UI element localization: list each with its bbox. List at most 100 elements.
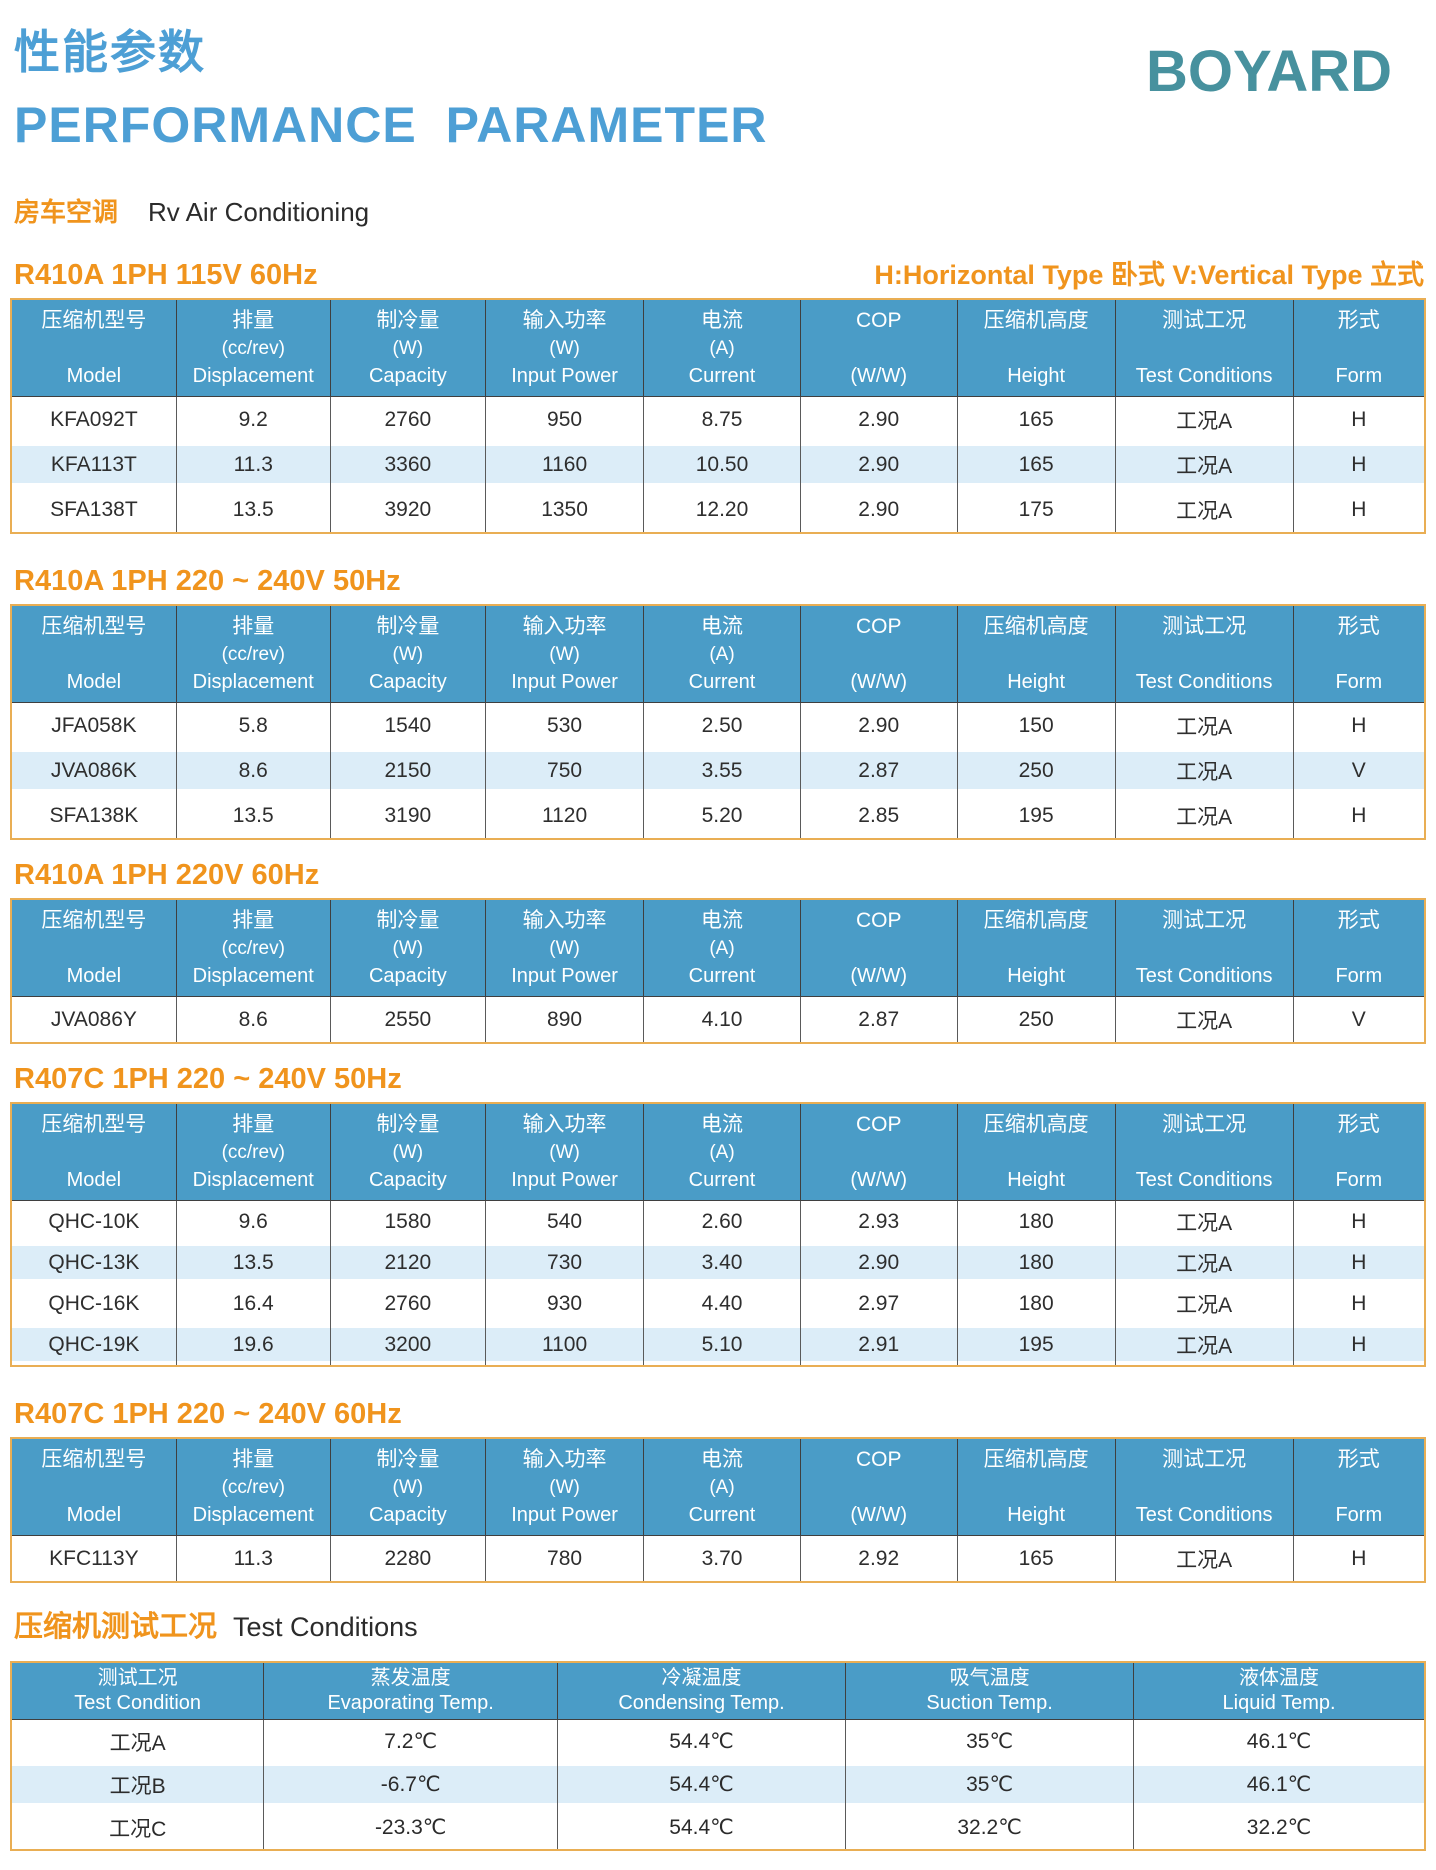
table-cell: 13.5: [175, 793, 330, 838]
header-label-en: Displacement: [192, 365, 314, 387]
table-cell: 3.40: [643, 1242, 800, 1283]
header-label-en: Test Conditions: [1135, 965, 1273, 987]
table-row: QHC-19K 19.6 3200 1100 5.10 2.91 195 工况A H: [12, 1324, 1424, 1365]
tc-header-label-cn: 吸气温度: [949, 1667, 1030, 1689]
header-label-en: Model: [66, 365, 122, 387]
table-cell: 1580: [329, 1201, 485, 1242]
perf-header-cell: 压缩机型号 Model: [12, 900, 176, 996]
perf-header-cell: 压缩机高度 Height: [956, 1104, 1115, 1200]
header-label-cn: 测试工况: [1162, 1448, 1247, 1471]
perf-header-cell: 压缩机型号 Model: [12, 1104, 176, 1200]
tc-row: 工况A 7.2℃ 54.4℃ 35℃ 46.1℃: [12, 1720, 1424, 1763]
table-cell: H: [1292, 793, 1424, 838]
perf-table-body: JVA086Y 8.6 2550 890 4.10 2.87 250 工况A V: [12, 997, 1424, 1042]
header-label-cn: COP: [855, 615, 902, 638]
header-label-en: Displacement: [192, 1169, 314, 1191]
header-unit: (A): [709, 644, 735, 665]
header-unit: (cc/rev): [221, 1142, 285, 1163]
section-title-row: R407C 1PH 220 ~ 240V 50Hz: [14, 1062, 1426, 1096]
tc-cell: 32.2℃: [845, 1806, 1133, 1849]
perf-header-cell: 压缩机高度 Height: [956, 300, 1115, 396]
header-unit: (cc/rev): [221, 938, 285, 959]
perf-header-cell: 形式 Form: [1292, 300, 1424, 396]
table-cell: QHC-19K: [12, 1324, 176, 1365]
subtitle-cn: 房车空调: [14, 197, 119, 227]
perf-table-body: QHC-10K 9.6 1580 540 2.60 2.93 180 工况A H QHC-13K 1…: [12, 1201, 1424, 1365]
table-cell: H: [1292, 442, 1424, 487]
header-label-cn: 电流: [701, 615, 743, 638]
performance-sections: R410A 1PH 115V 60Hz H:Horizontal Type 卧式 …: [10, 253, 1426, 1583]
section-title: R410A 1PH 115V 60Hz: [14, 259, 318, 291]
header-label-en: Form: [1335, 1169, 1383, 1191]
tc-header-label-cn: 冷凝温度: [661, 1667, 742, 1689]
header-label-cn: 排量: [232, 615, 275, 638]
table-cell: 13.5: [175, 487, 330, 532]
perf-header-cell: COP (W/W): [799, 900, 957, 996]
table-cell: 1100: [485, 1324, 644, 1365]
table-cell: 工况A: [1114, 703, 1293, 748]
perf-table: 压缩机型号 Model 排量 (cc/rev) Displacement 制冷量 (W) Ca…: [10, 298, 1426, 534]
table-cell: 165: [956, 442, 1115, 487]
header-label-cn: 电流: [701, 909, 743, 932]
header-unit: (A): [709, 1142, 735, 1163]
header-label-en: Height: [1007, 1169, 1066, 1191]
header-label-en: (W/W): [850, 965, 908, 987]
tc-row: 工况B -6.7℃ 54.4℃ 35℃ 46.1℃: [12, 1763, 1424, 1806]
perf-table-body: KFC113Y 11.3 2280 780 3.70 2.92 165 工况A H: [12, 1536, 1424, 1581]
header-unit: (A): [709, 938, 735, 959]
table-cell: 2.97: [799, 1283, 957, 1324]
table-cell: 2.93: [799, 1201, 957, 1242]
tc-cell: 工况B: [12, 1763, 264, 1806]
perf-header-cell: 压缩机型号 Model: [12, 606, 176, 702]
header-label-en: Model: [66, 1504, 122, 1526]
tc-header-row: 测试工况 Test Condition 蒸发温度 Evaporating Temp. 冷…: [12, 1663, 1424, 1720]
table-cell: 950: [485, 397, 643, 442]
tc-table-body: 工况A 7.2℃ 54.4℃ 35℃ 46.1℃ 工况B -6.7℃ 54.4℃ 35℃ 46.1…: [12, 1720, 1424, 1849]
header-label-en: Height: [1007, 1504, 1066, 1526]
perf-table: 压缩机型号 Model 排量 (cc/rev) Displacement 制冷量 (W) Ca…: [10, 604, 1426, 840]
header-unit: (W): [392, 644, 424, 665]
tc-heading-en: Test Conditions: [233, 1612, 418, 1642]
header-unit: (W): [392, 338, 424, 359]
table-cell: 175: [956, 487, 1115, 532]
table-cell: 8.6: [175, 997, 330, 1042]
perf-header-cell: 排量 (cc/rev) Displacement: [175, 1104, 330, 1200]
table-cell: 3920: [329, 487, 485, 532]
header-label-cn: 测试工况: [1162, 309, 1247, 332]
section-title-row: R410A 1PH 220V 60Hz: [14, 858, 1426, 892]
table-cell: 530: [485, 703, 643, 748]
table-cell: 3.70: [643, 1536, 800, 1581]
header-label-cn: 形式: [1337, 1448, 1380, 1471]
tc-cell: 54.4℃: [557, 1806, 845, 1849]
header-label-cn: COP: [855, 909, 902, 932]
table-cell: 890: [485, 997, 643, 1042]
table-cell: 2.50: [643, 703, 800, 748]
perf-header-cell: 排量 (cc/rev) Displacement: [175, 606, 330, 702]
perf-header-cell: 形式 Form: [1292, 606, 1424, 702]
table-cell: 工况A: [1114, 442, 1293, 487]
tc-header-label-en: Evaporating Temp.: [327, 1692, 494, 1714]
perf-section: R407C 1PH 220 ~ 240V 50Hz 压缩机型号 Model 排量 (cc…: [10, 1062, 1426, 1367]
perf-header-cell: 电流 (A) Current: [643, 1104, 800, 1200]
table-cell: H: [1292, 1201, 1424, 1242]
table-row: SFA138T 13.5 3920 1350 12.20 2.90 175 工况A H: [12, 487, 1424, 532]
header-label-en: Capacity: [368, 671, 447, 693]
perf-table: 压缩机型号 Model 排量 (cc/rev) Displacement 制冷量 (W) Ca…: [10, 898, 1426, 1044]
header-label-cn: 输入功率: [522, 615, 607, 638]
table-cell: 2.90: [799, 703, 957, 748]
subtitle-en: Rv Air Conditioning: [148, 197, 370, 227]
table-cell: 2.92: [799, 1536, 957, 1581]
subtitle-row: 房车空调 Rv Air Conditioning: [14, 192, 1426, 229]
section-title: R407C 1PH 220 ~ 240V 60Hz: [14, 1398, 402, 1430]
table-cell: 11.3: [175, 442, 330, 487]
tc-header-label-en: Liquid Temp.: [1222, 1692, 1336, 1714]
header-label-en: Test Conditions: [1135, 1169, 1273, 1191]
table-cell: 3360: [329, 442, 485, 487]
header-unit: (W): [549, 1142, 580, 1163]
perf-header-row: 压缩机型号 Model 排量 (cc/rev) Displacement 制冷量 (W) Ca…: [12, 606, 1424, 703]
table-cell: 2120: [329, 1242, 485, 1283]
tc-header-cell: 吸气温度 Suction Temp.: [845, 1663, 1133, 1719]
header-label-en: Capacity: [368, 1504, 447, 1526]
tc-cell: 46.1℃: [1133, 1763, 1424, 1806]
header-label-cn: 排量: [232, 1448, 275, 1471]
